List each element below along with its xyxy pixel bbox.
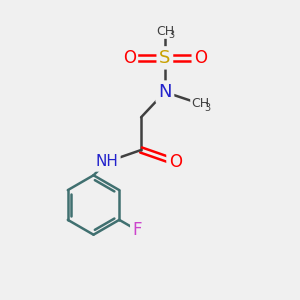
Text: 3: 3 bbox=[204, 103, 210, 113]
Text: O: O bbox=[169, 153, 182, 171]
Text: NH: NH bbox=[95, 154, 118, 169]
Text: S: S bbox=[159, 49, 170, 67]
Text: O: O bbox=[194, 49, 207, 67]
Text: F: F bbox=[133, 221, 142, 239]
Text: CH: CH bbox=[156, 25, 174, 38]
Text: O: O bbox=[123, 49, 136, 67]
Text: N: N bbox=[158, 83, 172, 101]
Text: CH: CH bbox=[191, 98, 210, 110]
Text: 3: 3 bbox=[168, 30, 175, 40]
